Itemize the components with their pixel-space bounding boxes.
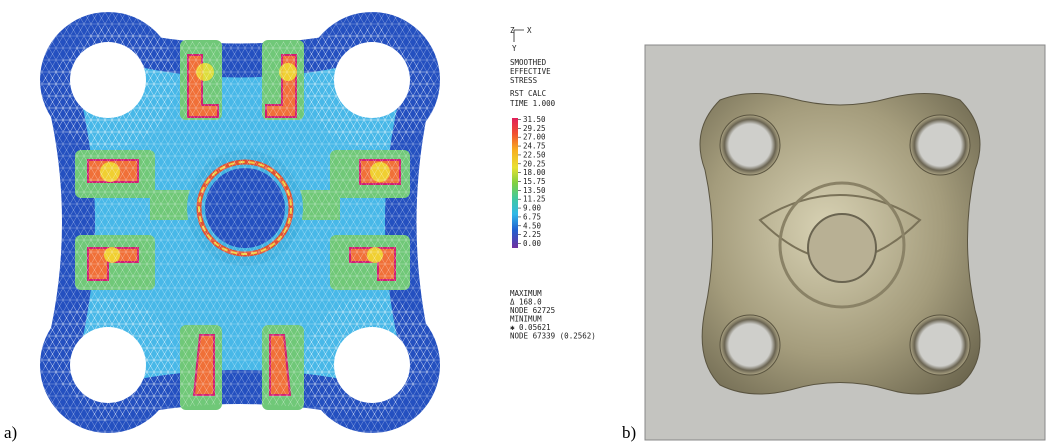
level-label: 22.50 bbox=[523, 150, 546, 159]
level-label: 29.25 bbox=[523, 124, 546, 133]
level-label: 13.50 bbox=[523, 186, 546, 195]
legend-title: SMOOTHED bbox=[510, 58, 547, 67]
axis-z: Z bbox=[510, 26, 515, 35]
level-label: 0.00 bbox=[523, 239, 542, 248]
color-bar bbox=[512, 118, 518, 248]
photograph bbox=[645, 45, 1045, 440]
level-label: 4.50 bbox=[523, 221, 542, 230]
level-label: 2.25 bbox=[523, 230, 541, 239]
axis-x: X bbox=[527, 26, 532, 35]
level-label: 27.00 bbox=[523, 133, 546, 142]
level-label: 11.25 bbox=[523, 195, 546, 204]
level-label: 24.75 bbox=[523, 142, 546, 151]
legend-title: STRESS bbox=[510, 76, 538, 85]
contour-plot bbox=[40, 12, 440, 433]
legend-step: RST CALC bbox=[510, 89, 546, 98]
panel-label: a) bbox=[4, 423, 17, 442]
level-label: 31.50 bbox=[523, 115, 546, 124]
level-label: 18.00 bbox=[523, 168, 546, 177]
axis-y: Y bbox=[512, 44, 517, 53]
legend-time: TIME 1.000 bbox=[510, 99, 556, 108]
legend-title: EFFECTIVE bbox=[510, 67, 551, 76]
panel-label: b) bbox=[622, 423, 636, 442]
figure: Z X Y SMOOTHEDEFFECTIVESTRESS RST CALCTIM… bbox=[0, 0, 1052, 445]
level-label: 6.75 bbox=[523, 212, 541, 221]
level-label: 9.00 bbox=[523, 204, 542, 213]
level-label: 15.75 bbox=[523, 177, 546, 186]
extreme-text: NODE 67339 (0.2562) bbox=[510, 332, 596, 341]
level-label: 20.25 bbox=[523, 159, 546, 168]
